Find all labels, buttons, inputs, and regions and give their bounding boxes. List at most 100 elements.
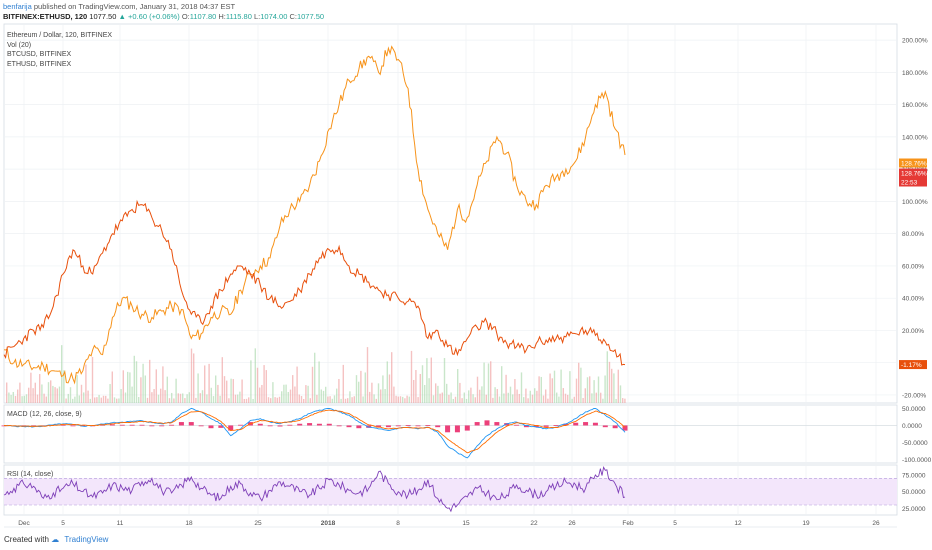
volume-bar	[571, 398, 573, 403]
volume-bar	[602, 398, 604, 403]
volume-bar	[265, 370, 267, 403]
volume-bar	[377, 383, 380, 403]
x-tick-label: 25	[254, 520, 262, 527]
macd-histogram-bar	[445, 425, 451, 433]
volume-bar	[591, 393, 593, 403]
volume-bar	[50, 380, 52, 403]
macd-histogram-bar	[583, 422, 589, 426]
macd-histogram-bar	[494, 422, 500, 426]
volume-bar	[283, 384, 285, 403]
volume-bar	[375, 398, 377, 403]
volume-bar	[325, 386, 327, 403]
volume-bar	[230, 378, 232, 403]
volume-bar	[168, 398, 171, 403]
volume-bar	[155, 369, 157, 403]
volume-bar	[239, 391, 241, 403]
volume-bar	[496, 389, 498, 403]
volume-bar	[45, 396, 47, 403]
author-link[interactable]: benfarija	[3, 2, 32, 11]
macd-histogram-bar	[622, 425, 628, 431]
volume-bar	[298, 394, 300, 403]
volume-bar	[547, 398, 549, 403]
legend-vol[interactable]: Vol (20)	[7, 41, 32, 49]
volume-bar	[25, 394, 28, 403]
quote-line: BITFINEX:ETHUSD, 120 1077.50 ▲ +0.60 (+0…	[3, 12, 324, 21]
macd-histogram-bar	[316, 423, 322, 426]
volume-bar	[252, 398, 254, 403]
grid	[3, 23, 898, 528]
volume-bar	[166, 376, 168, 403]
btc-value-label-bg	[899, 360, 927, 370]
volume-bar	[160, 388, 162, 403]
volume-bar	[562, 388, 564, 403]
volume-bar	[47, 382, 50, 403]
macd-y-tick-label: 50.0000	[902, 406, 926, 413]
volume-bar	[21, 396, 23, 403]
macd-histogram-bar	[307, 423, 313, 426]
volume-bar	[331, 398, 333, 403]
volume-bar	[272, 382, 274, 403]
rsi-y-tick-label: 50.0000	[902, 489, 926, 496]
volume-bar	[177, 393, 179, 403]
macd-histogram-bar	[592, 422, 598, 426]
volume-bar	[278, 396, 281, 403]
macd-y-tick-label: -50.0000	[902, 440, 928, 447]
volume-bar	[366, 347, 369, 403]
macd-histogram-bar	[119, 424, 125, 426]
volume-bar	[61, 345, 63, 403]
volume-bar	[120, 389, 122, 403]
legend-main[interactable]: Ethereum / Dollar, 120, BITFINEX	[7, 32, 113, 39]
tradingview-link[interactable]: TradingView	[64, 535, 109, 544]
legend-btc[interactable]: BTCUSD, BITFINEX	[7, 51, 72, 58]
volume-bar	[534, 388, 536, 403]
volume-bar	[461, 398, 463, 403]
volume-bar	[162, 366, 164, 403]
macd-histogram-bar	[366, 425, 372, 428]
volume-bar	[349, 391, 351, 403]
volume-bars	[6, 345, 626, 403]
volume-bar	[318, 361, 320, 403]
volume-bar	[221, 357, 223, 403]
volume-bar	[338, 378, 340, 403]
volume-bar	[441, 392, 443, 403]
macd-histogram-bar	[385, 425, 391, 428]
macd-histogram-bar	[514, 424, 520, 426]
volume-bar	[195, 397, 197, 403]
macd-histogram-bar	[563, 423, 569, 426]
volume-bar	[146, 397, 149, 403]
rsi-legend[interactable]: RSI (14, close)	[7, 471, 54, 478]
volume-bar	[336, 388, 338, 403]
volume-bar	[142, 363, 144, 403]
volume-bar	[373, 394, 375, 403]
volume-bar	[237, 394, 239, 403]
macd-histogram-bar	[238, 424, 244, 426]
volume-bar	[184, 398, 186, 403]
x-tick-label: Dec	[18, 520, 30, 527]
volume-bar	[622, 398, 624, 403]
volume-bar	[384, 389, 386, 403]
volume-bar	[78, 395, 80, 403]
macd-histogram-bar	[188, 422, 194, 426]
volume-bar	[118, 398, 120, 403]
macd-histogram-bar	[159, 425, 165, 427]
volume-bar	[342, 364, 344, 403]
pane-border	[3, 404, 898, 464]
macd-legend[interactable]: MACD (12, 26, close, 9)	[7, 411, 82, 418]
macd-histogram-bar	[228, 425, 234, 431]
volume-bar	[503, 393, 505, 403]
macd-histogram-bar	[553, 425, 559, 426]
volume-bar	[179, 393, 182, 403]
series-btc-line	[3, 199, 626, 366]
macd-histogram-bar	[376, 425, 382, 428]
volume-bar	[586, 377, 589, 403]
volume-bar	[494, 387, 496, 403]
volume-bar	[107, 398, 109, 403]
volume-bar	[241, 379, 243, 403]
macd-histogram-bar	[395, 425, 401, 427]
legend-eth[interactable]: ETHUSD, BITFINEX	[7, 60, 72, 68]
volume-bar	[476, 376, 479, 403]
volume-bar	[391, 352, 393, 403]
volume-bar	[582, 397, 584, 403]
volume-bar	[424, 384, 426, 403]
volume-bar	[364, 372, 366, 403]
